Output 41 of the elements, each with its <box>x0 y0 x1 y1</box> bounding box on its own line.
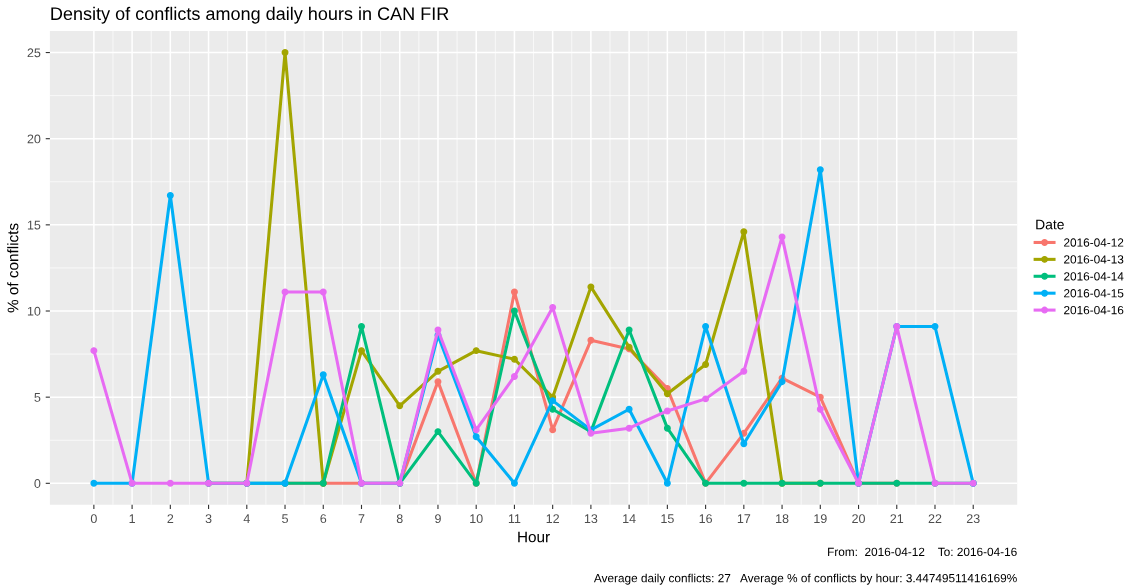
x-tick-label: 22 <box>928 514 942 523</box>
y-tick-label: 25 <box>27 48 41 58</box>
legend-label: 2016-04-13 <box>1064 255 1124 264</box>
x-tick-label: 7 <box>358 514 365 523</box>
y-tick-label: 10 <box>27 306 41 316</box>
chart-title: Density of conflicts among daily hours in CAN FIR <box>51 6 449 24</box>
text: From: 2016-04-12 To: 2016-04-16 <box>828 547 1017 556</box>
x-tick-label: 5 <box>282 514 288 524</box>
x-tick-label: 21 <box>890 514 904 523</box>
legend-title: Date <box>1036 219 1064 230</box>
x-tick-label: 2 <box>167 514 174 523</box>
x-tick-label: 9 <box>435 514 441 524</box>
x-tick-label: 16 <box>699 514 712 524</box>
x-tick-label: 14 <box>623 514 636 523</box>
x-tick-label: 3 <box>205 514 212 524</box>
x-axis-title: Hour <box>518 531 550 543</box>
x-tick-label: 4 <box>243 514 250 523</box>
y-tick-label: 5 <box>34 393 41 402</box>
x-tick-label: 10 <box>470 514 483 524</box>
x-tick-label: 1 <box>129 514 135 523</box>
y-tick-label: 15 <box>27 220 41 230</box>
legend-label: 2016-04-12 <box>1064 238 1124 247</box>
x-tick-label: 19 <box>814 514 827 524</box>
y-axis-title: % of conflicts <box>7 223 19 313</box>
y-tick-label: 20 <box>27 134 41 144</box>
x-tick-label: 17 <box>737 514 751 523</box>
legend-label: 2016-04-14 <box>1064 272 1124 281</box>
x-tick-label: 20 <box>852 514 865 524</box>
x-tick-label: 6 <box>320 514 327 524</box>
x-tick-label: 13 <box>584 514 598 524</box>
text: Average daily conflicts: 27 Average % of conflicts by hour: 3.44749511416169% <box>593 573 1017 585</box>
y-tick-label: 0 <box>34 479 41 488</box>
x-tick-label: 23 <box>966 514 980 524</box>
x-tick-label: 18 <box>776 514 789 524</box>
legend-label: 2016-04-15 <box>1064 289 1124 298</box>
x-tick-label: 15 <box>661 514 674 524</box>
x-tick-label: 11 <box>508 514 521 523</box>
x-tick-label: 0 <box>90 514 97 524</box>
legend-label: 2016-04-16 <box>1064 305 1124 315</box>
x-tick-label: 12 <box>546 514 559 523</box>
x-tick-label: 8 <box>396 514 403 524</box>
